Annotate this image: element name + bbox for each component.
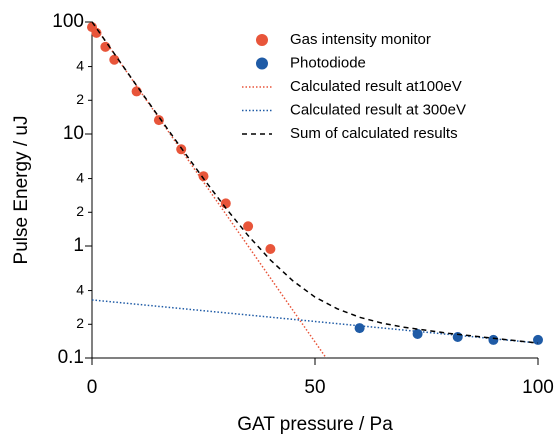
y-tick-label: 2 <box>76 91 84 107</box>
y-tick-label: 2 <box>76 203 84 219</box>
legend-label: Calculated result at100eV <box>290 78 462 95</box>
y-tick-label: 10 <box>63 123 84 144</box>
legend-marker <box>256 57 268 70</box>
line-series <box>91 21 327 359</box>
x-tick-label: 100 <box>522 377 554 398</box>
line-series <box>91 299 539 344</box>
data-point <box>265 244 276 255</box>
x-axis-label: GAT pressure / Pa <box>237 414 393 435</box>
y-tick-label: 100 <box>52 11 84 32</box>
y-tick-label: 4 <box>76 169 84 185</box>
data-point <box>452 331 463 342</box>
data-point <box>488 334 499 345</box>
y-tick-label: 4 <box>76 57 84 73</box>
data-point <box>243 221 254 232</box>
legend-label: Sum of calculated results <box>290 125 458 142</box>
legend-marker <box>256 34 268 46</box>
y-tick-label: 2 <box>76 315 84 331</box>
legend-label: Calculated result at 300eV <box>290 101 466 118</box>
data-point <box>153 115 164 126</box>
y-tick-label: 4 <box>76 281 84 297</box>
data-point <box>91 27 102 38</box>
legend-label: Gas intensity monitor <box>290 31 431 48</box>
data-point <box>354 323 365 334</box>
line-series <box>91 21 539 344</box>
x-tick-label: 0 <box>87 377 98 398</box>
y-tick-label: 0.1 <box>58 347 84 368</box>
y-axis-label: Pulse Energy / uJ <box>11 116 32 265</box>
y-tick-label: 1 <box>73 235 84 256</box>
legend-label: Photodiode <box>290 54 366 71</box>
x-tick-label: 50 <box>304 377 325 398</box>
data-point <box>412 328 423 339</box>
data-point <box>198 171 209 182</box>
